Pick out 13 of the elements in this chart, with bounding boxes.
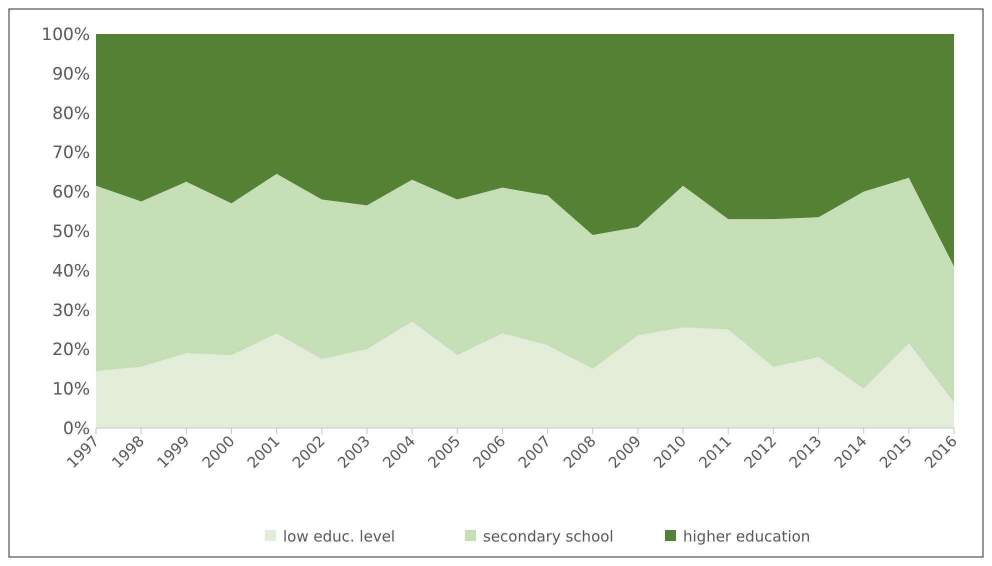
y-tick-label: 70% xyxy=(52,143,90,164)
y-tick-label: 80% xyxy=(52,104,90,124)
y-tick-label: 20% xyxy=(52,340,90,360)
y-tick-label: 50% xyxy=(52,222,90,242)
y-tick-label: 60% xyxy=(52,182,90,203)
legend-label: higher education xyxy=(683,527,810,546)
y-tick-label: 40% xyxy=(52,261,90,282)
y-tick-label: 100% xyxy=(41,24,90,45)
y-tick-label: 10% xyxy=(52,380,90,400)
legend-label: secondary school xyxy=(483,527,614,546)
y-tick-label: 30% xyxy=(52,300,90,321)
legend-label: low educ. level xyxy=(283,527,396,546)
y-tick-label: 90% xyxy=(52,64,90,84)
